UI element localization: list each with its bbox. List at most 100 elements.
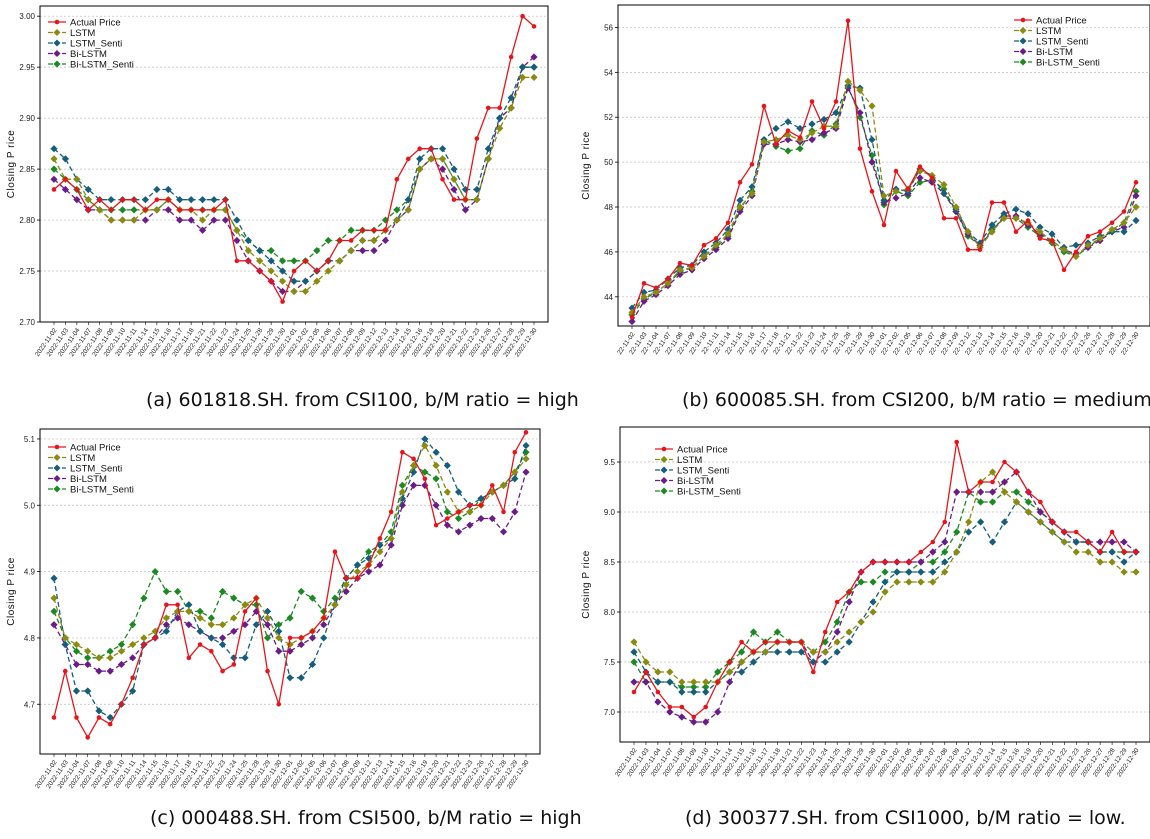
y-axis-label: Closing P rice (6, 130, 17, 199)
data-point-lstm (1072, 548, 1080, 556)
data-point-lstm_senti (784, 118, 792, 126)
data-point-lstm (530, 73, 538, 81)
data-point-actual (653, 285, 659, 291)
data-point-bilstm (630, 678, 638, 686)
legend-marker (1019, 58, 1027, 66)
data-point-bilstm_senti (84, 654, 92, 662)
legend-marker (54, 19, 60, 25)
data-point-actual (739, 639, 744, 645)
data-point-actual (1097, 549, 1103, 555)
data-point-bilstm_senti (50, 165, 58, 173)
data-point-lstm_senti (256, 247, 264, 255)
data-point-actual (737, 180, 743, 185)
y-tick-label: 9.5 (604, 458, 616, 467)
data-point-actual (253, 595, 259, 601)
data-point-bilstm (365, 568, 373, 576)
data-point-lstm (353, 568, 362, 576)
legend-marker (661, 446, 667, 452)
data-point-lstm (821, 648, 829, 656)
data-point-actual (1013, 229, 1019, 235)
data-point-lstm (106, 654, 114, 662)
data-point-actual (929, 175, 935, 181)
data-point-lstm (241, 601, 249, 609)
data-point-bilstm (342, 587, 350, 596)
data-point-actual (523, 430, 529, 435)
data-point-lstm (233, 226, 241, 234)
data-point-bilstm (466, 521, 474, 529)
data-point-actual (689, 263, 695, 268)
data-point-lstm (892, 187, 900, 195)
y-tick-label: 7.0 (604, 708, 616, 717)
data-point-lstm_senti (438, 145, 447, 153)
data-point-bilstm (1120, 538, 1128, 546)
data-point-bilstm (953, 488, 961, 496)
data-point-bilstm (712, 246, 720, 254)
data-point-lstm_senti (522, 441, 530, 450)
y-axis-label: Closing P rice (581, 131, 592, 200)
data-point-bilstm (117, 660, 126, 669)
data-point-lstm (905, 578, 913, 586)
data-point-actual (508, 54, 514, 60)
data-point-lstm (666, 668, 674, 676)
data-point-bilstm_senti (275, 621, 283, 629)
data-point-actual (321, 615, 327, 621)
data-point-lstm_senti (678, 688, 686, 696)
data-point-actual (474, 136, 480, 141)
data-point-actual (809, 99, 815, 104)
data-point-actual (74, 715, 79, 720)
data-point-actual (1121, 549, 1127, 555)
data-point-bilstm (73, 196, 81, 204)
data-point-lstm_senti (185, 601, 193, 609)
data-point-actual (761, 103, 767, 109)
data-point-actual (186, 655, 192, 661)
data-point-lstm (1048, 528, 1056, 536)
data-point-bilstm_senti (129, 621, 137, 629)
data-point-bilstm_senti (881, 568, 889, 576)
data-point-actual (130, 675, 135, 681)
y-tick-label: 48 (604, 203, 613, 212)
data-point-actual (298, 635, 304, 641)
data-point-lstm_senti (50, 145, 58, 153)
data-point-lstm (393, 216, 401, 224)
y-axis-label: Closing P rice (581, 550, 592, 619)
data-point-lstm_senti (84, 687, 92, 695)
data-point-actual (165, 197, 171, 202)
data-point-lstm_senti (50, 574, 58, 582)
data-point-lstm (376, 548, 384, 556)
data-point-actual (822, 629, 828, 635)
data-point-actual (400, 449, 405, 455)
data-point-actual (257, 268, 263, 274)
legend-marker (660, 477, 668, 484)
data-point-actual (355, 575, 360, 581)
data-point-actual (834, 599, 840, 605)
data-point-lstm (522, 455, 530, 463)
data-point-bilstm (221, 216, 230, 224)
data-point-lstm_senti (107, 196, 115, 204)
data-point-lstm_senti (518, 63, 527, 71)
data-point-lstm (267, 267, 275, 275)
data-point-actual (478, 502, 484, 508)
data-point-bilstm (488, 514, 496, 523)
data-point-actual (428, 146, 434, 152)
data-point-bilstm_senti (381, 216, 390, 224)
data-point-actual (440, 176, 445, 182)
data-point-lstm (370, 236, 378, 245)
data-point-lstm (207, 621, 215, 629)
data-point-bilstm (106, 667, 114, 675)
data-point-actual (1061, 267, 1067, 273)
data-point-bilstm (84, 660, 92, 669)
data-point-bilstm_senti (117, 640, 126, 649)
data-point-actual (96, 715, 102, 720)
data-point-bilstm (929, 548, 937, 556)
data-point-actual (894, 559, 900, 565)
data-point-actual (677, 260, 683, 266)
legend-marker (53, 485, 61, 493)
data-point-lstm (130, 216, 138, 224)
legend-marker (53, 39, 61, 47)
data-point-lstm_senti (263, 607, 272, 615)
data-point-actual (411, 456, 416, 462)
data-point-bilstm (845, 598, 853, 606)
data-point-bilstm (726, 678, 734, 686)
y-axis-label: Closing P rice (6, 557, 17, 626)
data-point-lstm_senti (965, 528, 973, 536)
